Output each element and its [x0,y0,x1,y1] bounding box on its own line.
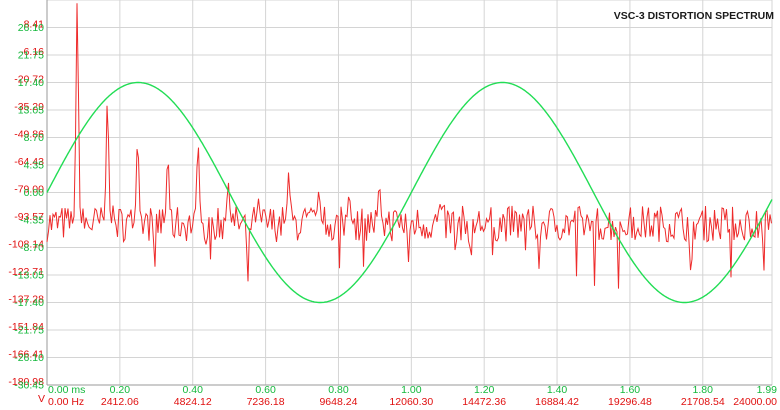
x-tick-label-time: 0.00 ms [48,384,85,396]
y-tick-label-waveform: 26.10 [18,22,44,34]
y-tick-label-db: -108.14 [8,239,44,251]
y-tick-label-waveform: -13.05 [14,270,44,282]
y-tick-label-waveform: 8.70 [24,132,45,144]
y-tick-label-waveform: -30.45 [14,380,44,392]
y-tick-label-db: 8.41 [24,19,45,31]
x-tick-label-freq: 12060.30 [389,396,433,408]
y-tick-label-waveform: -21.75 [14,325,44,337]
x-tick-label-time: 1.00 [401,384,422,396]
y-tick-label-db: -20.72 [14,74,44,86]
x-tick-label-time: 1.99 [757,384,778,396]
y-tick-label-waveform: 13.05 [18,105,44,117]
waveform-series-line [46,81,773,304]
y-tick-label-waveform: 17.40 [18,77,44,89]
x-tick-label-freq: 7236.18 [247,396,285,408]
y-axis-waveform-ticks: 26.10 21.75 17.40 13.05 8.70 4.35 0.00 -4.35 -8.… [14,22,44,392]
x-tick-label-time: 0.40 [183,384,204,396]
x-tick-label-freq: 0.00 Hz [48,396,84,408]
y-tick-label-db: -166.41 [8,349,44,361]
spectrum-series-line [46,3,772,289]
grid [46,0,773,386]
x-tick-label-freq: 4824.12 [174,396,212,408]
y-tick-label-db: -122.71 [8,266,44,278]
y-tick-label-waveform: 21.75 [18,50,44,62]
chart-title: VSC-3 DISTORTION SPECTRUM [614,10,774,22]
y-tick-label-db: -137.28 [8,294,44,306]
x-tick-label-time: 0.80 [328,384,349,396]
y-axis-letter: V [38,393,45,405]
x-tick-label-freq: 19296.48 [608,396,652,408]
y-tick-label-waveform: -8.70 [20,242,44,254]
y-tick-label-db: -151.84 [8,321,44,333]
y-tick-label-waveform: 4.35 [24,160,45,172]
x-tick-label-freq: 21708.54 [681,396,725,408]
y-tick-label-db: -35.29 [14,101,44,113]
x-tick-label-time: 1.40 [547,384,568,396]
x-tick-label-freq: 16884.42 [535,396,579,408]
x-tick-label-time: 0.60 [255,384,276,396]
y-tick-label-db: -64.43 [14,156,44,168]
y-tick-label-db: -79.00 [14,184,44,196]
x-tick-label-freq: 2412.06 [101,396,139,408]
y-tick-label-db: -93.57 [14,211,44,223]
y-tick-label-waveform: 0.00 [24,187,45,199]
y-tick-label-db: -180.98 [8,376,44,388]
x-tick-label-freq: 9648.24 [319,396,357,408]
y-tick-label-db: 36.40 [18,0,44,3]
y-tick-label-waveform: -4.35 [20,215,44,227]
x-tick-label-time: 1.80 [693,384,714,396]
x-tick-label-time: 1.20 [474,384,495,396]
x-tick-label-freq: 24000.00 [733,396,777,408]
y-tick-label-waveform: -26.10 [14,352,44,364]
y-axis-db-ticks: 36.40 8.41 -6.16 -20.72 -35.29 -49.86 -64.43 -7… [8,0,44,388]
x-tick-label-freq: 14472.36 [462,396,506,408]
x-axis-freq-ticks: 0.00 Hz 2412.06 4824.12 7236.18 9648.24 12060… [48,396,777,408]
x-tick-label-time: 0.20 [110,384,131,396]
y-tick-label-db: -6.16 [20,46,44,58]
x-tick-label-time: 1.60 [620,384,641,396]
y-tick-label-db: -49.86 [14,129,44,141]
x-axis-time-ticks: 0.00 ms 0.20 0.40 0.60 0.80 1.00 1.20 1.40 1.60 1… [48,384,777,396]
y-tick-label-waveform: -17.40 [14,297,44,309]
